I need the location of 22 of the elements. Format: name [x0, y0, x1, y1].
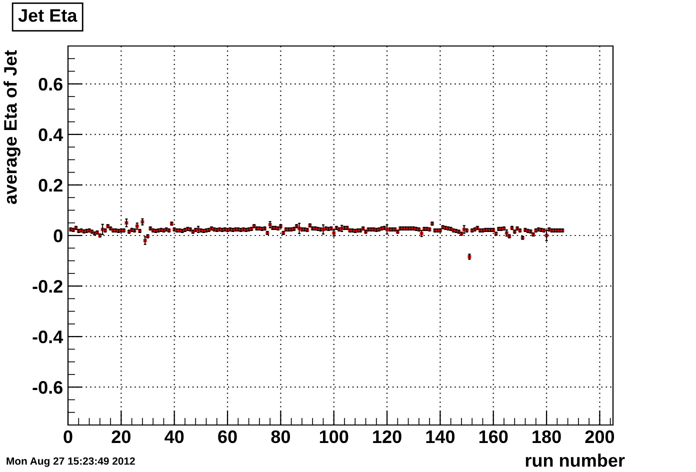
x-tick-label: 200 — [585, 430, 614, 444]
y-axis-title: average Eta of Jet — [4, 50, 20, 204]
y-tick-label: 0.4 — [38, 128, 64, 142]
x-tick-label: 100 — [320, 430, 348, 444]
y-tick-label: -0.6 — [32, 381, 62, 394]
x-axis-title: run number — [526, 454, 625, 467]
x-tick-label: 20 — [112, 430, 130, 444]
y-tick-label: 0 — [54, 229, 62, 242]
y-tick-label: 0.6 — [38, 78, 62, 91]
text: Mon Aug 27 15:23:49 2012 — [6, 457, 135, 467]
x-tick-label: 180 — [532, 430, 561, 444]
x-tick-label: 120 — [373, 430, 402, 444]
x-tick-label: 140 — [426, 430, 455, 444]
x-tick-label: 40 — [164, 430, 184, 444]
x-tick-label: 80 — [271, 430, 290, 444]
y-tick-label: -0.4 — [32, 330, 64, 344]
x-tick-label: 0 — [64, 430, 72, 444]
y-tick-label: -0.2 — [32, 280, 62, 293]
chart-title: Jet Eta — [18, 9, 78, 22]
x-tick-label: 60 — [218, 430, 237, 444]
y-tick-label: 0.2 — [38, 178, 62, 192]
x-tick-label: 160 — [479, 430, 508, 444]
